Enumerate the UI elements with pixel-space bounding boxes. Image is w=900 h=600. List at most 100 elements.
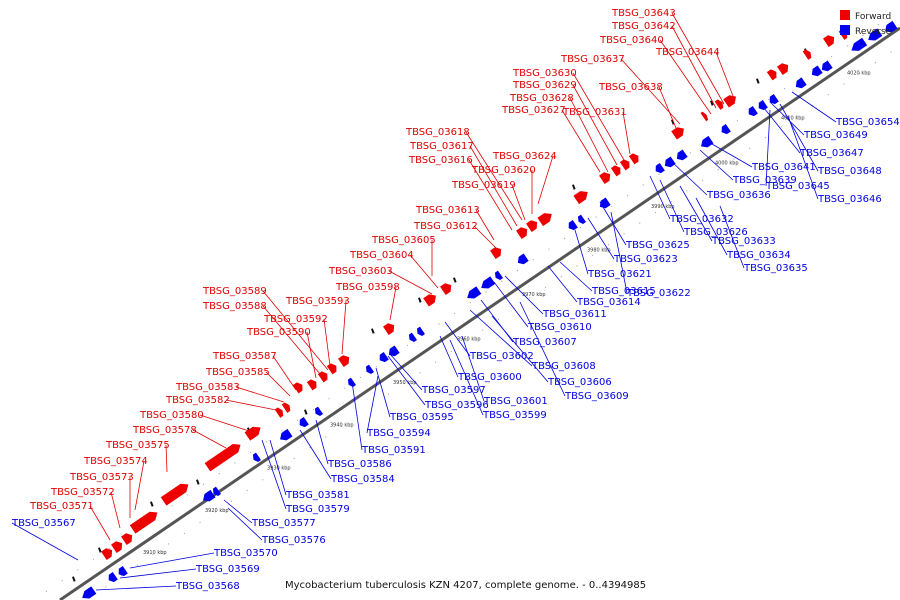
reverse-leader-line [679, 185, 713, 242]
reverse-guide-track [85, 45, 900, 600]
reverse-leader-line [699, 149, 734, 181]
forward-leader-line [262, 305, 321, 375]
reverse-gene-label: TBSG_03615 [591, 286, 656, 297]
reverse-gene-label: TBSG_03611 [542, 309, 607, 320]
forward-gene-label: TBSG_03593 [285, 296, 350, 307]
forward-gene-label: TBSG_03590 [246, 327, 311, 338]
reverse-gene-block [299, 417, 309, 428]
forward-gene-label: TBSG_03598 [335, 282, 400, 293]
reverse-gene-label: TBSG_03568 [175, 581, 240, 592]
forward-gene-label: TBSG_03629 [512, 80, 577, 91]
reverse-gene-label: TBSG_03599 [482, 410, 547, 421]
reverse-gene-label: TBSG_03626 [683, 227, 748, 238]
forward-gene-label: TBSG_03630 [512, 68, 577, 79]
reverse-gene-label: TBSG_03602 [469, 351, 534, 362]
gene-tick-mark [98, 547, 102, 553]
reverse-gene-label: TBSG_03639 [732, 175, 797, 186]
reverse-gene-label: TBSG_03645 [765, 181, 830, 192]
forward-leader-line [561, 109, 601, 173]
reverse-gene-block [758, 100, 768, 111]
forward-gene-label: TBSG_03588 [202, 301, 267, 312]
forward-gene-block [317, 371, 328, 383]
reverse-gene-label: TBSG_03577 [251, 518, 316, 529]
forward-leader-line [265, 371, 291, 397]
reverse-gene-label: TBSG_03609 [564, 391, 629, 402]
forward-gene-label: TBSG_03618 [405, 127, 470, 138]
reverse-gene-block [795, 77, 807, 89]
axis-tick-label: 3990 kbp [651, 204, 675, 210]
forward-gene-block [274, 407, 284, 418]
legend-reverse-label: Reverse [855, 27, 892, 37]
gene-tick-mark [196, 479, 200, 485]
legend-forward-label: Forward [855, 12, 891, 22]
forward-leader-line [622, 111, 631, 155]
forward-gene-label: TBSG_03578 [132, 425, 197, 436]
forward-gene-label: TBSG_03604 [349, 250, 414, 261]
reverse-gene-block [517, 253, 529, 265]
forward-gene-block [129, 511, 158, 534]
reverse-leader-line [791, 91, 837, 123]
reverse-gene-label: TBSG_03595 [389, 412, 454, 423]
forward-gene-label: TBSG_03605 [371, 235, 436, 246]
reverse-gene-block [568, 220, 578, 231]
reverse-gene-block [769, 94, 779, 105]
reverse-gene-block [347, 377, 357, 388]
reverse-gene-label: TBSG_03596 [424, 400, 489, 411]
reverse-leader-line [119, 568, 197, 579]
genome-axis [59, 26, 900, 600]
reverse-leader-line [469, 309, 533, 367]
forward-leader-line [389, 286, 397, 321]
forward-leader-line [473, 225, 497, 249]
gene-layer [82, 20, 898, 599]
forward-gene-block [281, 402, 291, 413]
forward-gene-block [306, 379, 317, 391]
reverse-leader-line [366, 375, 379, 434]
forward-gene-label: TBSG_03583 [175, 382, 240, 393]
reverse-gene-label: TBSG_03567 [11, 518, 76, 529]
forward-leader-line [323, 318, 331, 367]
reverse-gene-label: TBSG_03610 [527, 322, 592, 333]
reverse-gene-block [82, 586, 97, 599]
reverse-leader-line [765, 109, 771, 187]
reverse-leader-line [129, 552, 215, 569]
reverse-leader-line [493, 281, 529, 328]
axis-tick-label: 3970 kbp [522, 292, 546, 298]
forward-gene-label: TBSG_03592 [263, 314, 328, 325]
forward-gene-label: TBSG_03574 [83, 456, 148, 467]
reverse-gene-label: TBSG_03586 [327, 459, 392, 470]
gene-tick-mark [571, 184, 576, 190]
forward-leader-line [199, 414, 253, 433]
forward-gene-label: TBSG_03582 [165, 395, 230, 406]
reverse-gene-block [868, 28, 883, 41]
reverse-gene-label: TBSG_03576 [261, 535, 326, 546]
forward-gene-block [423, 294, 436, 307]
reverse-leader-line [444, 321, 471, 357]
reverse-gene-block [467, 286, 482, 299]
forward-gene-label: TBSG_03619 [451, 180, 516, 191]
axis-tick-label: 3950 kbp [393, 380, 417, 386]
forward-gene-block [723, 95, 736, 108]
forward-gene-block [383, 323, 395, 335]
reverse-leader-line [449, 339, 484, 416]
reverse-gene-label: TBSG_03623 [613, 254, 678, 265]
forward-gene-label: TBSG_03631 [562, 107, 627, 118]
forward-gene-block [628, 153, 639, 165]
axis-tick-label: 3940 kbp [330, 423, 354, 429]
forward-leader-line [272, 355, 297, 391]
reverse-gene-block [118, 566, 128, 577]
reverse-leader-line [439, 335, 459, 378]
forward-gene-label: TBSG_03627 [501, 105, 566, 116]
forward-leader-line [225, 399, 277, 411]
reverse-gene-label: TBSG_03632 [669, 214, 734, 225]
legend: Forward Reverse [840, 10, 892, 37]
forward-gene-label: TBSG_03603 [328, 266, 393, 277]
forward-leader-line [658, 86, 677, 129]
forward-gene-label: TBSG_03643 [611, 8, 676, 19]
forward-gene-block [671, 127, 684, 140]
reverse-gene-label: TBSG_03579 [285, 504, 350, 515]
forward-leader-line [89, 505, 111, 541]
reverse-leader-line [671, 161, 708, 196]
forward-gene-block [516, 227, 528, 239]
forward-leader-line [715, 51, 734, 97]
reverse-gene-block [655, 163, 665, 174]
